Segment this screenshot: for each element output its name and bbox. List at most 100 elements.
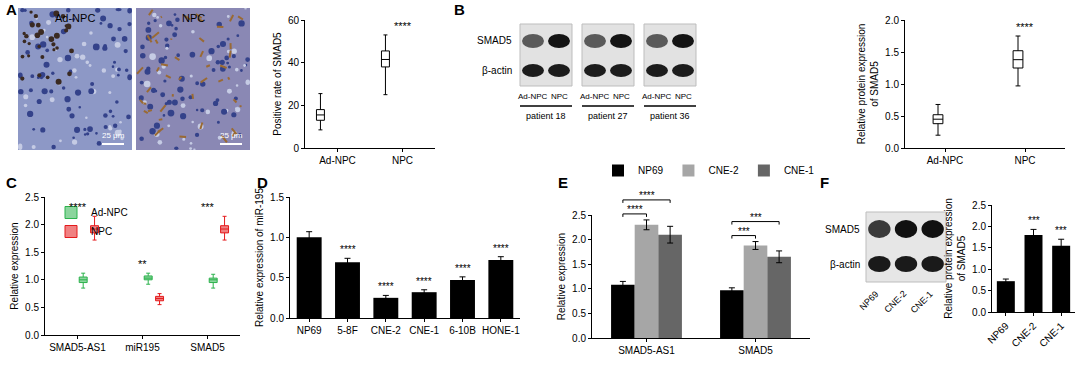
svg-text:1.0: 1.0	[25, 274, 39, 285]
svg-text:Ad-NPC: Ad-NPC	[642, 92, 672, 101]
svg-text:NPC: NPC	[182, 12, 205, 24]
svg-text:A: A	[6, 1, 17, 18]
svg-text:0.0: 0.0	[972, 307, 986, 318]
svg-text:NPC: NPC	[1014, 155, 1035, 166]
svg-text:****: ****	[378, 281, 394, 292]
svg-text:0.5: 0.5	[572, 308, 586, 319]
svg-text:0.5: 0.5	[972, 285, 986, 296]
svg-text:0: 0	[293, 143, 299, 154]
svg-text:Ad-NPC: Ad-NPC	[55, 12, 95, 24]
svg-text:***: ***	[201, 201, 215, 213]
svg-text:NPC: NPC	[613, 92, 630, 101]
svg-text:Ad-NPC: Ad-NPC	[580, 92, 610, 101]
svg-text:****: ****	[627, 204, 643, 215]
svg-text:60: 60	[288, 15, 300, 26]
svg-text:NPC: NPC	[551, 92, 568, 101]
svg-text:20: 20	[288, 100, 300, 111]
svg-text:CNE-1: CNE-1	[909, 289, 935, 315]
svg-text:SMAD5-AS1: SMAD5-AS1	[618, 345, 675, 356]
svg-text:SMAD5-AS1: SMAD5-AS1	[49, 342, 106, 353]
svg-text:E: E	[558, 174, 568, 191]
svg-text:NPC: NPC	[392, 155, 413, 166]
svg-text:6-10B: 6-10B	[449, 325, 476, 336]
svg-text:Relative expression: Relative expression	[9, 222, 20, 309]
svg-text:2.0: 2.0	[572, 234, 586, 245]
svg-text:SMAD5: SMAD5	[190, 342, 225, 353]
svg-text:****: ****	[455, 263, 471, 274]
svg-text:SMAD5: SMAD5	[477, 35, 512, 46]
svg-text:SMAD5: SMAD5	[738, 345, 773, 356]
svg-text:2.5: 2.5	[25, 192, 39, 203]
svg-text:HONE-1: HONE-1	[482, 325, 520, 336]
svg-text:****: ****	[394, 20, 412, 32]
svg-text:NPC: NPC	[675, 92, 692, 101]
svg-text:NP69: NP69	[638, 165, 663, 176]
svg-text:NP69: NP69	[858, 289, 881, 312]
svg-text:1.0: 1.0	[885, 79, 899, 90]
svg-text:**: **	[138, 258, 147, 270]
svg-text:5-8F: 5-8F	[337, 325, 358, 336]
svg-text:1.0: 1.0	[972, 264, 986, 275]
svg-text:CNE-2: CNE-2	[1009, 320, 1038, 349]
svg-text:25 μm: 25 μm	[102, 131, 125, 140]
svg-text:0.5: 0.5	[25, 302, 39, 313]
svg-text:CNE-2: CNE-2	[708, 165, 738, 176]
svg-text:0.0: 0.0	[572, 333, 586, 344]
svg-text:β-actin: β-actin	[482, 65, 512, 76]
svg-text:C: C	[6, 174, 17, 191]
svg-text:Ad-NPC: Ad-NPC	[927, 155, 964, 166]
svg-text:1.0: 1.0	[270, 232, 284, 243]
svg-text:Relative expression of miR-195: Relative expression of miR-195	[254, 188, 265, 327]
svg-text:***: ***	[1055, 225, 1067, 236]
svg-text:0.0: 0.0	[25, 330, 39, 341]
svg-text:Relative expression: Relative expression	[556, 233, 567, 320]
svg-text:2.0: 2.0	[885, 15, 899, 26]
svg-text:patient 27: patient 27	[588, 111, 628, 121]
svg-text:40: 40	[288, 57, 300, 68]
svg-text:CNE-1: CNE-1	[409, 325, 439, 336]
svg-text:CNE-2: CNE-2	[371, 325, 401, 336]
svg-text:Relative protein expressionof: Relative protein expressionof SMAD5	[943, 198, 967, 319]
svg-text:1.0: 1.0	[572, 283, 586, 294]
svg-text:D: D	[257, 174, 268, 191]
svg-text:2.5: 2.5	[572, 210, 586, 221]
svg-text:****: ****	[639, 190, 655, 201]
svg-text:Ad-NPC: Ad-NPC	[91, 207, 128, 218]
svg-text:***: ***	[738, 226, 750, 237]
svg-text:patient 18: patient 18	[526, 111, 566, 121]
svg-text:Positive rate of SMAD5: Positive rate of SMAD5	[272, 32, 283, 136]
svg-text:Relative protein expressionof: Relative protein expressionof SMAD5	[856, 24, 880, 145]
svg-text:25 μm: 25 μm	[220, 131, 243, 140]
svg-text:***: ***	[750, 212, 762, 223]
svg-text:****: ****	[340, 244, 356, 255]
svg-text:Ad-NPC: Ad-NPC	[319, 155, 356, 166]
svg-text:0.5: 0.5	[270, 272, 284, 283]
svg-text:SMAD5: SMAD5	[825, 224, 860, 235]
svg-text:0.0: 0.0	[885, 143, 899, 154]
svg-text:Ad-NPC: Ad-NPC	[518, 92, 548, 101]
svg-text:NPC: NPC	[91, 226, 112, 237]
svg-text:1.5: 1.5	[270, 192, 284, 203]
svg-text:miR195: miR195	[125, 342, 160, 353]
svg-text:CNE-2: CNE-2	[882, 289, 908, 315]
svg-text:NP69: NP69	[297, 325, 322, 336]
svg-text:1.5: 1.5	[25, 247, 39, 258]
svg-text:patient 36: patient 36	[650, 111, 690, 121]
svg-text:1.5: 1.5	[885, 47, 899, 58]
svg-text:***: ***	[1028, 215, 1040, 226]
svg-text:β-actin: β-actin	[830, 259, 860, 270]
svg-text:2.0: 2.0	[972, 221, 986, 232]
svg-text:F: F	[820, 174, 829, 191]
svg-text:2.0: 2.0	[25, 219, 39, 230]
svg-text:0.0: 0.0	[270, 313, 284, 324]
svg-text:2.5: 2.5	[972, 200, 986, 211]
svg-text:1.5: 1.5	[972, 242, 986, 253]
svg-text:0.5: 0.5	[885, 111, 899, 122]
svg-text:CNE-1: CNE-1	[784, 165, 814, 176]
svg-text:1.5: 1.5	[572, 259, 586, 270]
svg-text:B: B	[454, 1, 465, 18]
svg-text:****: ****	[69, 201, 87, 213]
svg-text:****: ****	[1016, 21, 1034, 33]
svg-text:NP69: NP69	[985, 320, 1011, 346]
svg-text:CNE-1: CNE-1	[1037, 320, 1066, 349]
